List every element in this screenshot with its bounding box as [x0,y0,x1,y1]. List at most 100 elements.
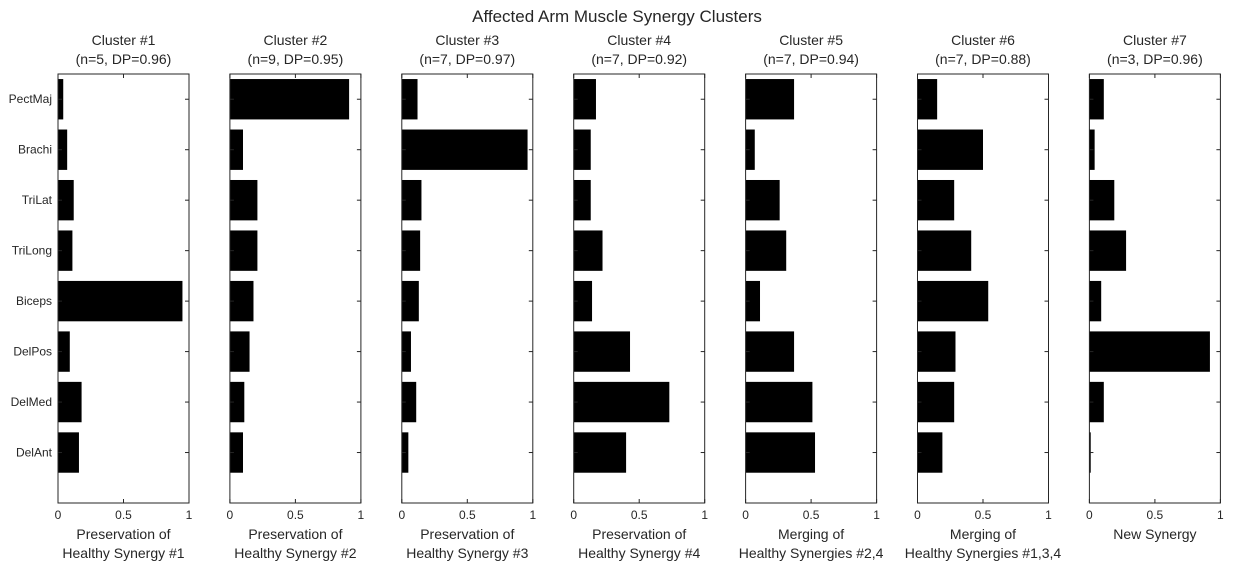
bar-trilat [745,179,780,221]
bar-biceps [58,280,183,322]
bar-delpos [229,331,250,372]
bar-delpos [917,331,956,372]
x-tick-label: 0 [55,508,62,522]
bar-trilong [58,230,73,271]
figure-title: Affected Arm Muscle Synergy Clusters [472,7,762,26]
bar-brachi [229,129,243,170]
bar-trilat [573,179,591,221]
x-tick-label: 1 [1217,508,1224,522]
x-tick-label: 0 [227,508,234,522]
x-tick-label: 1 [186,508,193,522]
bar-delant [573,432,627,473]
bar-brachi [917,129,983,170]
panel-title: Cluster #5 [779,32,843,48]
category-label: Brachi [18,143,52,157]
panel-subtitle: (n=7, DP=0.88) [935,51,1031,67]
bar-delpos [745,331,795,372]
bar-delmed [58,381,82,423]
x-tick-label: 0 [914,508,921,522]
x-axis-label: New Synergy [1113,526,1196,542]
bar-delmed [229,381,245,423]
bar-delmed [745,381,813,423]
bar-biceps [401,280,419,322]
x-tick-label: 0 [1086,508,1093,522]
bar-pectmaj [229,79,350,120]
x-axis-label: Preservation of [76,526,170,542]
bar-trilong [745,230,787,271]
bar-brachi [745,129,755,170]
bar-trilong [917,230,972,271]
panel-subtitle: (n=7, DP=0.92) [591,51,687,67]
bar-biceps [1089,280,1102,322]
x-tick-label: 0.5 [459,508,476,522]
x-axis-label: Healthy Synergy #2 [234,545,356,561]
panel-title: Cluster #7 [1123,32,1187,48]
category-label: PectMaj [9,92,52,106]
panel-title: Cluster #3 [435,32,499,48]
category-label: TriLong [12,244,52,258]
bar-delmed [401,381,417,423]
bar-delpos [1089,331,1210,372]
bar-delmed [917,381,955,423]
x-axis-label: Healthy Synergies #1,3,4 [905,545,1062,561]
bar-trilong [229,230,258,271]
bar-pectmaj [1089,79,1104,120]
bar-delant [745,432,816,473]
panel-title: Cluster #1 [92,32,156,48]
axes-box [1088,73,1221,504]
x-axis-label: Preservation of [420,526,514,542]
x-tick-label: 1 [358,508,365,522]
bar-biceps [573,280,593,322]
bar-pectmaj [401,79,418,120]
bar-trilat [58,179,74,221]
panel-subtitle: (n=7, DP=0.97) [419,51,515,67]
x-axis-label: Healthy Synergy #3 [406,545,528,561]
panel-subtitle: (n=9, DP=0.95) [248,51,344,67]
x-axis-label: Healthy Synergy #1 [62,545,184,561]
bar-delmed [573,381,670,423]
x-axis-label: Preservation of [592,526,686,542]
x-tick-label: 0.5 [975,508,992,522]
x-tick-label: 0.5 [115,508,132,522]
x-tick-label: 0.5 [631,508,648,522]
bar-trilong [1089,230,1127,271]
bar-trilat [1089,179,1115,221]
bar-trilong [573,230,603,271]
category-label: DelMed [11,395,52,409]
bar-delant [229,432,243,473]
bar-delant [917,432,943,473]
panel-subtitle: (n=3, DP=0.96) [1107,51,1203,67]
panel-subtitle: (n=5, DP=0.96) [76,51,172,67]
panel-title: Cluster #6 [951,32,1015,48]
panel-title: Cluster #2 [263,32,327,48]
x-tick-label: 0.5 [1147,508,1164,522]
x-tick-label: 1 [873,508,880,522]
category-label: Biceps [16,294,52,308]
bar-pectmaj [573,79,596,120]
bar-trilat [401,179,422,221]
bar-biceps [917,280,989,322]
category-label: TriLat [22,193,53,207]
bar-delant [58,432,79,473]
bar-biceps [229,280,254,322]
category-label: DelPos [13,345,52,359]
bar-biceps [745,280,761,322]
bar-delpos [573,331,631,372]
x-tick-label: 0 [398,508,405,522]
x-axis-label: Healthy Synergies #2,4 [739,545,884,561]
x-axis-label: Merging of [778,526,844,542]
x-tick-label: 1 [1045,508,1052,522]
x-tick-label: 0 [742,508,749,522]
x-axis-label: Preservation of [248,526,342,542]
x-axis-label: Merging of [950,526,1016,542]
x-tick-label: 0.5 [287,508,304,522]
bar-delpos [401,331,411,372]
x-tick-label: 0 [570,508,577,522]
bar-brachi [573,129,591,170]
x-tick-label: 1 [701,508,708,522]
bar-pectmaj [745,79,795,120]
bar-delmed [1089,381,1104,423]
bar-trilong [401,230,421,271]
bar-trilat [917,179,955,221]
panel-title: Cluster #4 [607,32,671,48]
